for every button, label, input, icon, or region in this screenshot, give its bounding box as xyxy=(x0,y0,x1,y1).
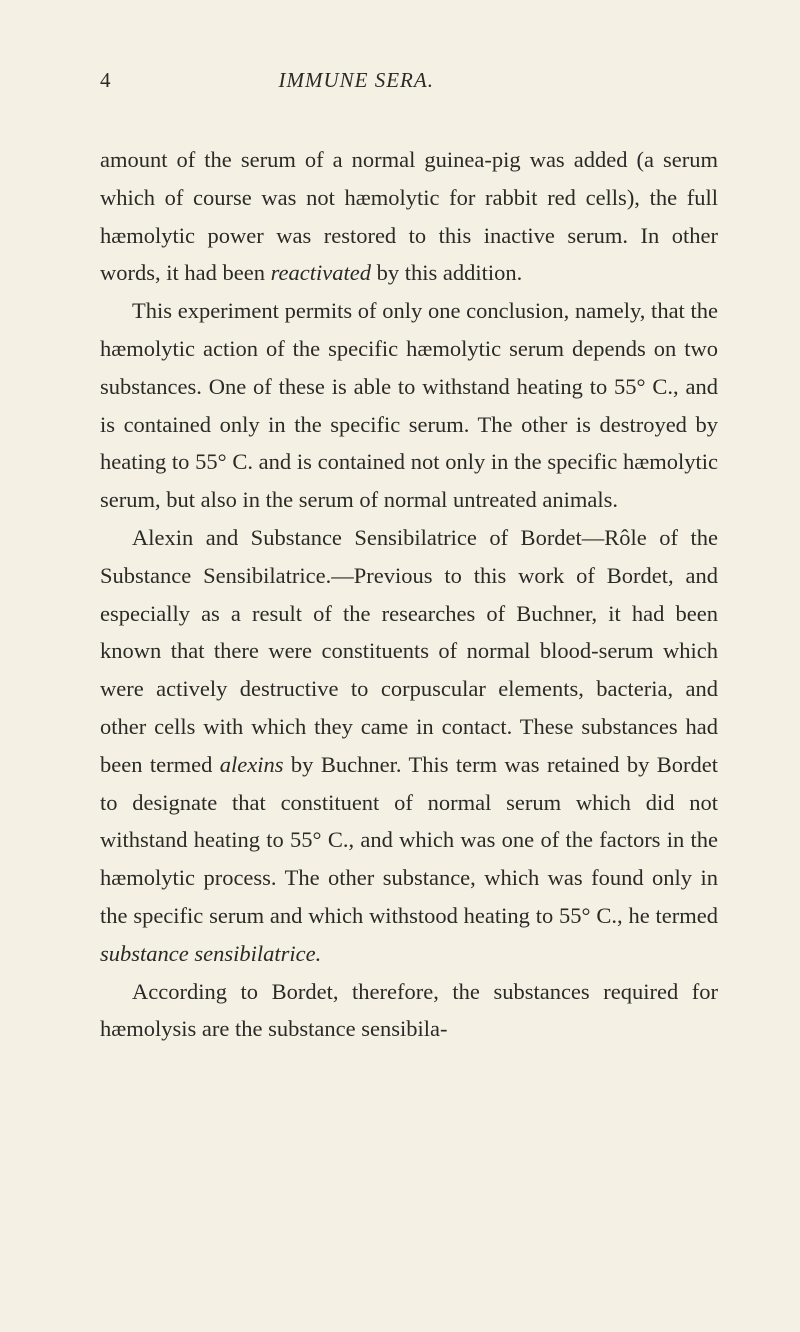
book-title: IMMUNE SERA. xyxy=(279,68,434,93)
paragraph-4: According to Bordet, therefore, the subs… xyxy=(100,973,718,1049)
page-container: 4 IMMUNE SERA. amount of the serum of a … xyxy=(0,0,800,1108)
p3-italic-1: alexins xyxy=(220,752,284,777)
paragraph-3: Alexin and Substance Sensibilatrice of B… xyxy=(100,519,718,973)
page-header: 4 IMMUNE SERA. xyxy=(100,68,718,93)
page-number: 4 xyxy=(100,68,111,93)
p1-italic: reactivated xyxy=(271,260,371,285)
p3-text-b: by Buchner. This term was retained by Bo… xyxy=(100,752,718,928)
p3-italic-2: substance sensibilatrice. xyxy=(100,941,321,966)
p1-text-b: by this addition. xyxy=(371,260,522,285)
paragraph-1: amount of the serum of a normal guinea-p… xyxy=(100,141,718,292)
p3-text-a: —Previous to this work of Bordet, and es… xyxy=(100,563,718,777)
paragraph-2: This experiment permits of only one conc… xyxy=(100,292,718,519)
